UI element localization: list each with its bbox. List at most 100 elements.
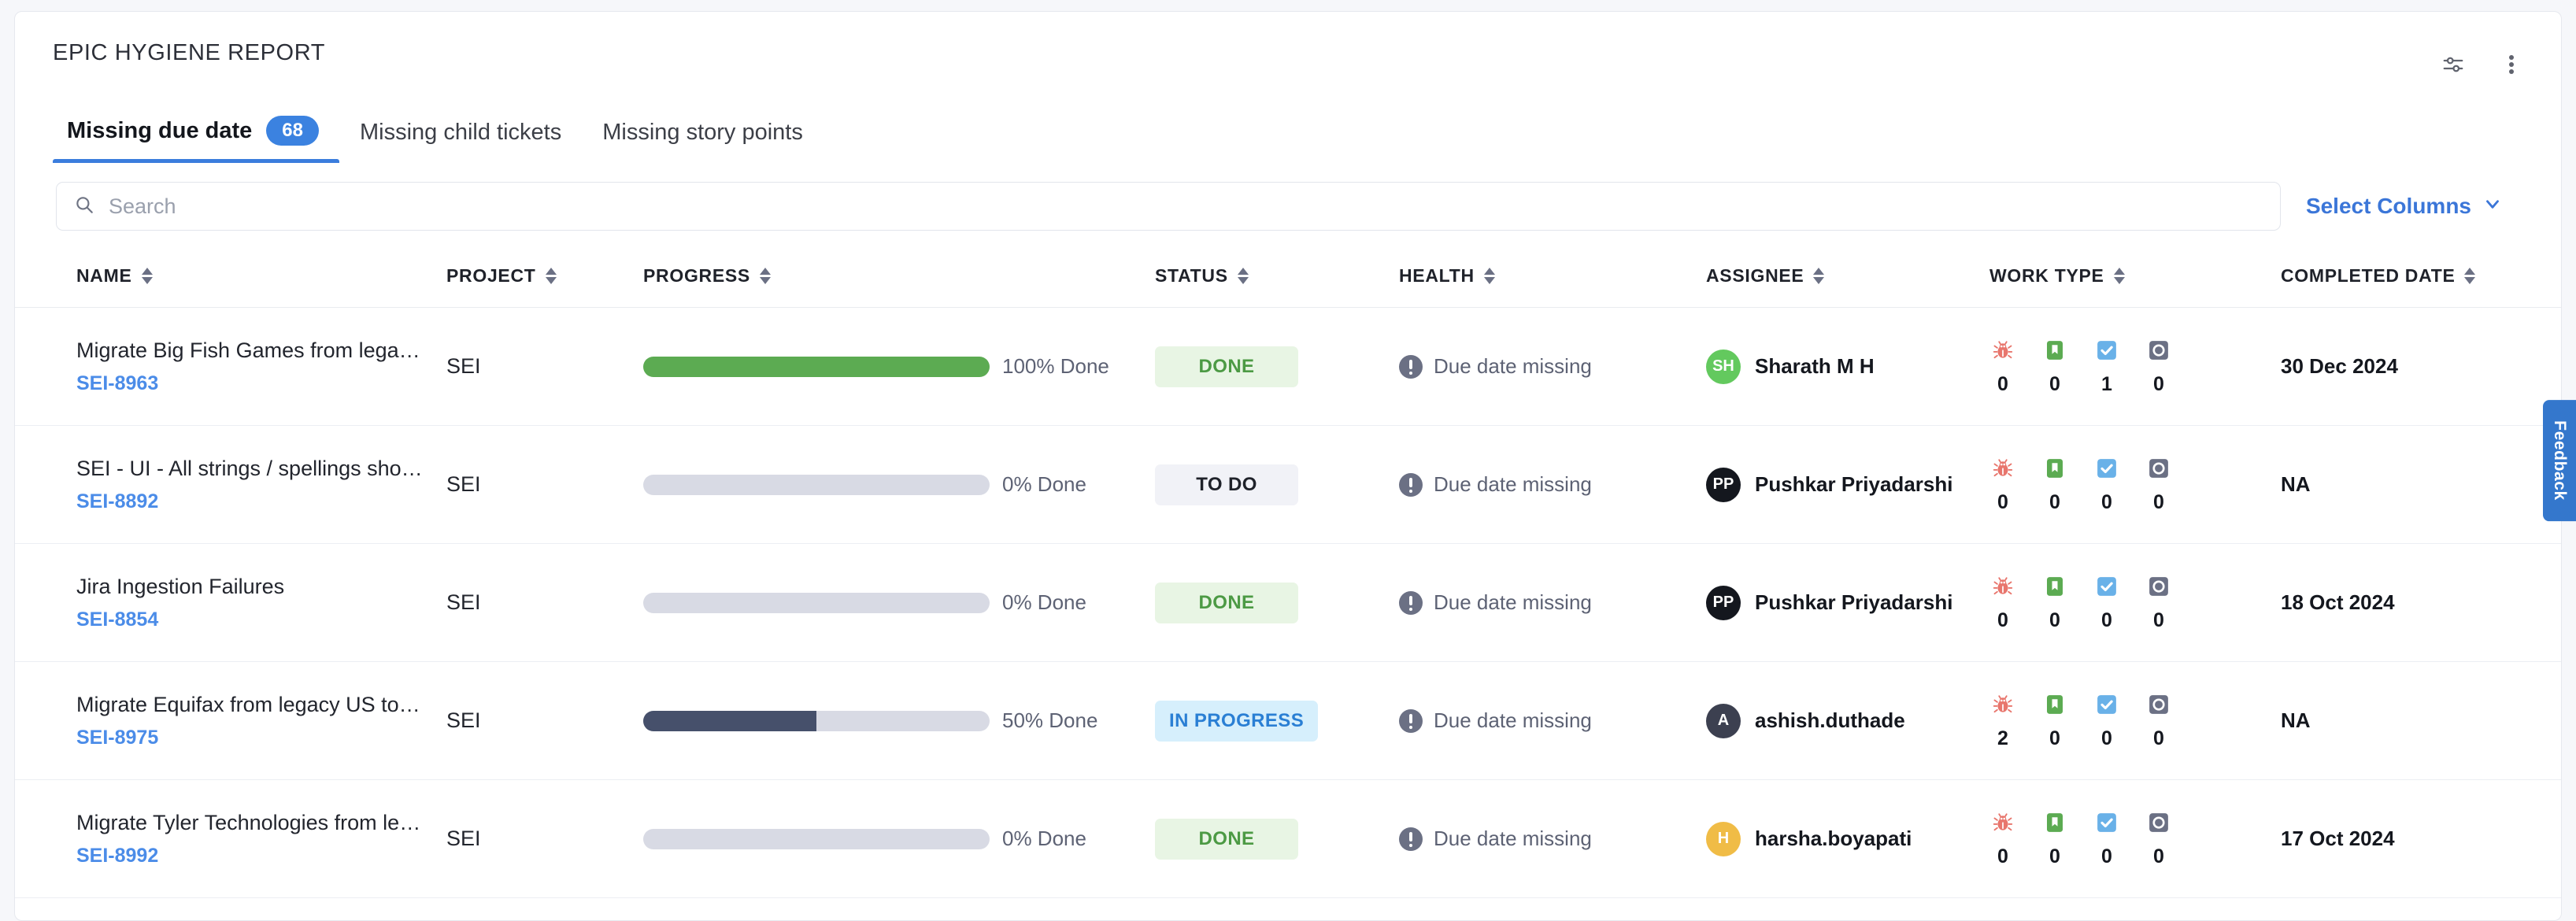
work-type-cell[interactable]: 2 xyxy=(1989,691,2016,750)
sort-icon[interactable] xyxy=(2113,268,2125,284)
cell-project: SEI xyxy=(446,708,643,733)
progress-bar xyxy=(643,710,990,731)
work-type-cell[interactable]: 0 xyxy=(2041,337,2068,396)
cell-health: Due date missing xyxy=(1399,472,1706,497)
feedback-tab[interactable]: Feedback xyxy=(2543,400,2576,521)
bug-icon xyxy=(1989,809,2016,836)
cell-assignee: PP Pushkar Priyadarshi xyxy=(1706,585,1989,620)
work-type-cell[interactable]: 0 xyxy=(1989,455,2016,514)
health-text: Due date missing xyxy=(1434,827,1592,850)
subtask-icon xyxy=(2145,337,2172,364)
column-header-assignee[interactable]: ASSIGNEE xyxy=(1706,265,1989,287)
report-card: EPIC HYGIENE REPORT xyxy=(14,11,2562,921)
cell-name: Migrate Tyler Technologies from lega... S… xyxy=(76,810,446,867)
table-row[interactable]: SEI - UI - All strings / spellings shoul… xyxy=(15,426,2561,544)
ticket-key-link[interactable]: SEI-8963 xyxy=(76,372,159,394)
table-row[interactable]: Migrate Big Fish Games from legacy ... SE… xyxy=(15,308,2561,426)
column-header-progress[interactable]: PROGRESS xyxy=(643,265,1155,287)
ticket-title: Jira Ingestion Failures xyxy=(76,575,285,599)
work-type-cell[interactable]: 0 xyxy=(2041,455,2068,514)
work-type-cell[interactable]: 0 xyxy=(2093,809,2120,868)
kebab-menu-icon[interactable] xyxy=(2498,51,2525,78)
assignee-name: Pushkar Priyadarshi xyxy=(1755,472,1953,496)
task-icon xyxy=(2093,691,2120,718)
column-header-health[interactable]: HEALTH xyxy=(1399,265,1706,287)
status-badge: DONE xyxy=(1155,582,1298,623)
cell-work-type: 0 0 0 0 xyxy=(1989,809,2281,868)
progress-label: 0% Done xyxy=(1002,590,1086,614)
work-type-cell[interactable]: 0 xyxy=(1989,809,2016,868)
progress-label: 100% Done xyxy=(1002,354,1109,378)
work-type-cell[interactable]: 0 xyxy=(2093,691,2120,750)
work-type-cell[interactable]: 1 xyxy=(2093,337,2120,396)
ticket-key-link[interactable]: SEI-8975 xyxy=(76,726,159,749)
work-type-cell[interactable]: 0 xyxy=(2145,337,2172,396)
cell-name: Jira Ingestion Failures SEI-8854 xyxy=(76,574,446,631)
sort-icon[interactable] xyxy=(759,268,771,284)
cell-status: DONE xyxy=(1155,346,1399,387)
bug-icon xyxy=(1989,337,2016,364)
column-header-project[interactable]: PROJECT xyxy=(446,265,643,287)
tab-bar: Missing due date 68 Missing child ticket… xyxy=(15,97,2561,163)
cell-project: SEI xyxy=(446,354,643,379)
search-input[interactable] xyxy=(109,194,2263,219)
sort-icon[interactable] xyxy=(1237,268,1249,284)
work-type-cell[interactable]: 0 xyxy=(1989,337,2016,396)
tab-missing-due-date[interactable]: Missing due date 68 xyxy=(53,116,339,163)
work-type-cell[interactable]: 0 xyxy=(2145,455,2172,514)
work-type-count: 0 xyxy=(2049,609,2060,631)
sort-icon[interactable] xyxy=(545,268,557,284)
ticket-key-link[interactable]: SEI-8892 xyxy=(76,490,159,512)
work-type-cell[interactable]: 0 xyxy=(2145,691,2172,750)
column-label: NAME xyxy=(76,265,132,286)
cell-name: Migrate Equifax from legacy US to SE... S… xyxy=(76,692,446,749)
sliders-icon[interactable] xyxy=(2440,51,2467,78)
completed-date: 18 Oct 2024 xyxy=(2281,590,2395,614)
tab-missing-story-points[interactable]: Missing story points xyxy=(582,120,824,163)
table-row[interactable]: Jira Ingestion Failures SEI-8854 SEI 0% Don… xyxy=(15,544,2561,662)
cell-health: Due date missing xyxy=(1399,708,1706,733)
header-actions xyxy=(2440,51,2525,78)
progress-fill-dark xyxy=(643,710,816,731)
table-row[interactable]: Migrate Equifax from legacy US to SE... S… xyxy=(15,662,2561,780)
sort-icon[interactable] xyxy=(141,268,153,284)
work-type-cell[interactable]: 0 xyxy=(2041,573,2068,632)
work-type-count: 0 xyxy=(2153,491,2164,513)
cell-name: Migrate Big Fish Games from legacy ... SE… xyxy=(76,338,446,395)
column-label: PROGRESS xyxy=(643,265,750,286)
task-icon xyxy=(2093,455,2120,482)
work-type-cell[interactable]: 0 xyxy=(2041,809,2068,868)
tab-missing-child-tickets[interactable]: Missing child tickets xyxy=(339,120,582,163)
column-header-completed-date[interactable]: COMPLETED DATE xyxy=(2281,265,2520,287)
sort-icon[interactable] xyxy=(1813,268,1825,284)
select-columns-button[interactable]: Select Columns xyxy=(2306,194,2523,220)
ticket-key-link[interactable]: SEI-8854 xyxy=(76,608,159,631)
select-columns-label: Select Columns xyxy=(2305,194,2471,218)
ticket-title: Migrate Equifax from legacy US to SE... xyxy=(76,693,423,717)
cell-health: Due date missing xyxy=(1399,827,1706,851)
search-box[interactable] xyxy=(56,182,2281,231)
column-header-name[interactable]: NAME xyxy=(76,265,446,287)
work-type-count: 0 xyxy=(2101,491,2112,513)
ticket-title: Migrate Tyler Technologies from lega... xyxy=(76,811,423,835)
work-type-cell[interactable]: 0 xyxy=(1989,573,2016,632)
sort-icon[interactable] xyxy=(2464,268,2476,284)
cell-completed-date: 30 Dec 2024 xyxy=(2281,354,2520,379)
work-type-cell[interactable]: 0 xyxy=(2093,573,2120,632)
work-type-cell[interactable]: 0 xyxy=(2041,691,2068,750)
bug-icon xyxy=(1989,573,2016,600)
work-type-cell[interactable]: 0 xyxy=(2145,573,2172,632)
work-type-cell[interactable]: 0 xyxy=(2145,809,2172,868)
table-row[interactable]: Migrate Tyler Technologies from lega... S… xyxy=(15,780,2561,898)
cell-status: TO DO xyxy=(1155,464,1399,505)
health-text: Due date missing xyxy=(1434,590,1592,614)
subtask-icon xyxy=(2145,809,2172,836)
column-header-status[interactable]: STATUS xyxy=(1155,265,1399,287)
column-header-work-type[interactable]: WORK TYPE xyxy=(1989,265,2281,287)
ticket-key-link[interactable]: SEI-8992 xyxy=(76,844,159,867)
sort-icon[interactable] xyxy=(1483,268,1495,284)
work-type-cell[interactable]: 0 xyxy=(2093,455,2120,514)
cell-name: SEI - UI - All strings / spellings shoul… xyxy=(76,456,446,513)
column-label: STATUS xyxy=(1155,265,1228,286)
work-type-count: 0 xyxy=(1997,845,2008,867)
